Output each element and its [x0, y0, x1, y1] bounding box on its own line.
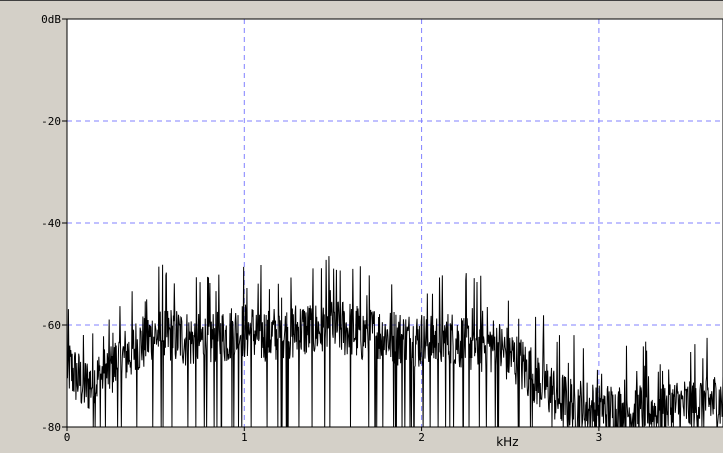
y-tick-label: -80 — [41, 421, 61, 434]
x-axis-label: kHz — [496, 435, 518, 449]
y-tick-label: -60 — [41, 319, 61, 332]
y-tick-label: -40 — [41, 217, 61, 230]
y-tick-label: 0dB — [41, 13, 61, 26]
y-tick-label: -20 — [41, 115, 61, 128]
x-tick-label: 3 — [596, 431, 603, 444]
tick-labels: 0 1 2 3 0dB -20 -40 -60 -80 — [41, 13, 602, 444]
x-tick-label: 1 — [241, 431, 248, 444]
plot-frame — [66, 18, 723, 428]
x-tick-label: 0 — [64, 431, 71, 444]
x-tick-label: 2 — [418, 431, 425, 444]
